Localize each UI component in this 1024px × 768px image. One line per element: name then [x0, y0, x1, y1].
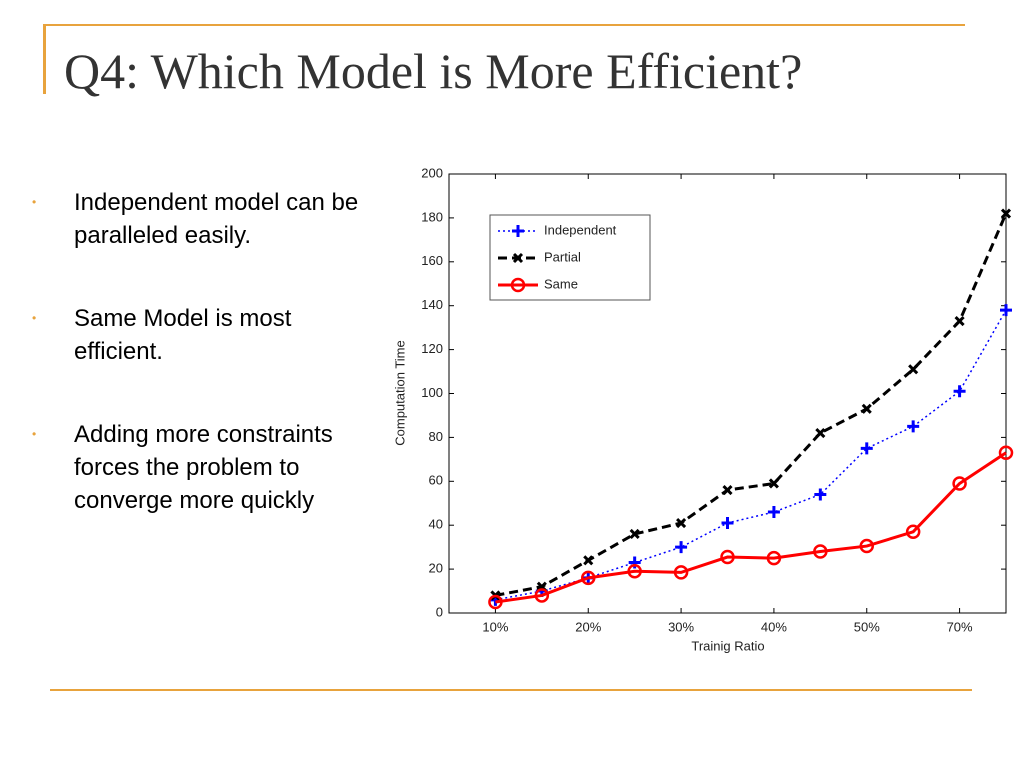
y-tick-label: 0: [436, 604, 443, 619]
marker: [907, 420, 920, 433]
marker: [720, 549, 735, 565]
marker: [534, 588, 550, 603]
y-tick-label: 140: [421, 297, 443, 312]
y-tick-label: 120: [421, 341, 443, 356]
marker: [905, 524, 921, 540]
marker: [510, 277, 526, 293]
marker: [629, 528, 640, 540]
title-bar: [43, 24, 46, 94]
marker: [768, 478, 779, 489]
y-tick-label: 100: [421, 385, 443, 400]
y-tick-label: 20: [429, 561, 443, 576]
bullet-list: Independent model can be paralleled easi…: [30, 186, 380, 567]
legend-label: Same: [544, 276, 578, 291]
marker: [581, 570, 596, 586]
marker: [861, 403, 872, 414]
marker: [815, 427, 826, 439]
y-tick-label: 80: [429, 429, 443, 444]
marker: [488, 594, 503, 610]
marker: [676, 517, 687, 529]
marker: [766, 550, 782, 566]
y-tick-label: 200: [421, 165, 443, 180]
y-tick-label: 60: [429, 473, 443, 488]
marker: [998, 445, 1014, 461]
marker: [908, 364, 919, 375]
marker: [673, 565, 689, 580]
legend-label: Partial: [544, 249, 581, 264]
top-rule: [44, 24, 965, 26]
series-line: [495, 212, 1008, 597]
marker: [721, 517, 734, 530]
y-axis-label: Computation Time: [392, 340, 407, 446]
y-tick-label: 180: [421, 209, 443, 224]
marker: [813, 544, 828, 559]
x-tick-label: 10%: [482, 619, 508, 634]
bullet: Adding more constraints forces the probl…: [30, 418, 380, 517]
x-tick-label: 70%: [947, 619, 973, 634]
x-tick-label: 20%: [575, 619, 601, 634]
marker: [627, 564, 642, 579]
x-tick-label: 50%: [854, 619, 880, 634]
y-tick-label: 40: [429, 517, 443, 532]
x-tick-label: 40%: [761, 619, 787, 634]
marker: [952, 476, 967, 491]
legend-label: Independent: [544, 222, 617, 237]
marker: [1000, 208, 1012, 219]
marker: [675, 541, 688, 554]
bottom-rule: [50, 689, 972, 691]
marker: [1000, 304, 1012, 317]
marker: [512, 252, 524, 264]
slide-title: Q4: Which Model is More Efficient?: [64, 43, 803, 99]
marker: [954, 316, 965, 327]
marker: [953, 385, 966, 398]
bullet: Independent model can be paralleled easi…: [30, 186, 380, 252]
marker: [814, 488, 827, 501]
y-tick-label: 160: [421, 253, 443, 268]
series-line: [495, 451, 1007, 604]
x-axis-label: Trainig Ratio: [691, 638, 764, 653]
marker: [512, 225, 524, 237]
bullet: Same Model is most efficient.: [30, 302, 380, 368]
marker: [767, 506, 780, 519]
x-tick-label: 30%: [668, 619, 694, 634]
marker: [722, 485, 733, 496]
marker: [860, 442, 873, 455]
marker: [859, 538, 874, 554]
marker: [583, 555, 594, 566]
